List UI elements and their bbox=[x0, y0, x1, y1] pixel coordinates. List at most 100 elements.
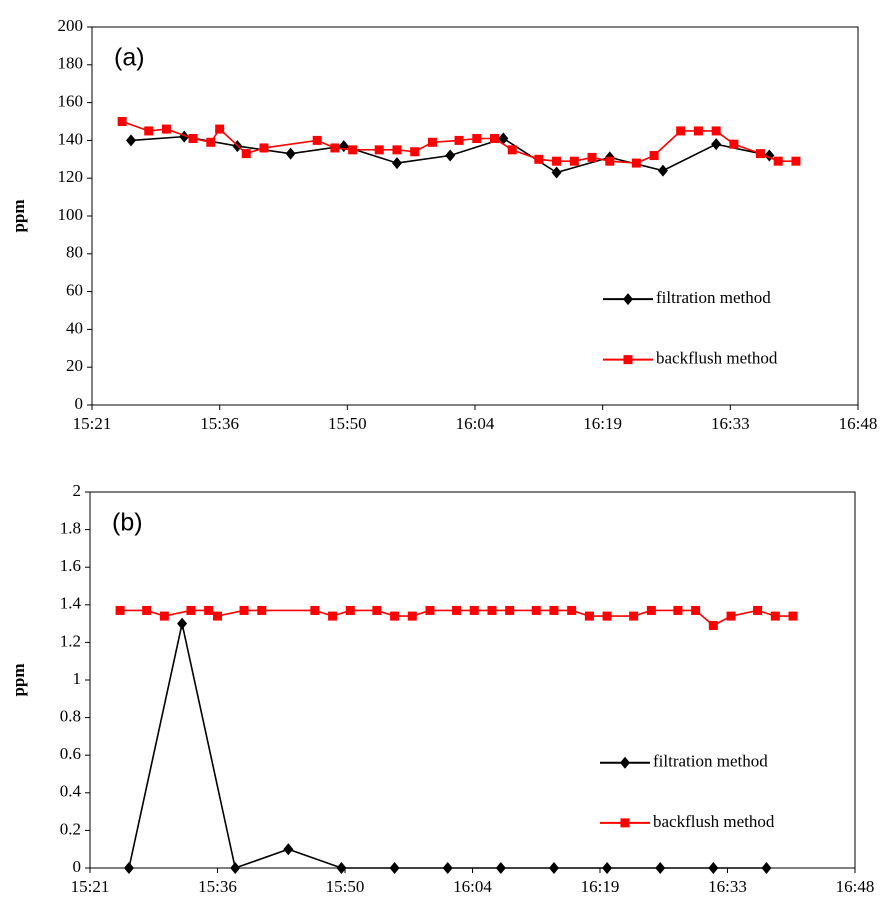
y-tick-label: 60 bbox=[66, 281, 83, 300]
marker bbox=[623, 293, 633, 306]
marker bbox=[469, 605, 479, 615]
y-tick-label: 180 bbox=[58, 54, 84, 73]
marker bbox=[115, 605, 125, 615]
y-tick-label: 200 bbox=[58, 16, 84, 35]
marker bbox=[531, 605, 541, 615]
marker bbox=[123, 862, 134, 874]
marker bbox=[259, 143, 269, 153]
marker bbox=[711, 126, 721, 136]
x-tick-label: 15:50 bbox=[328, 414, 367, 433]
marker bbox=[312, 135, 322, 145]
legend-label: backflush method bbox=[653, 812, 775, 831]
y-tick-label: 160 bbox=[58, 92, 84, 111]
marker bbox=[770, 611, 780, 621]
marker bbox=[646, 605, 656, 615]
marker bbox=[472, 134, 482, 144]
marker bbox=[605, 156, 615, 166]
marker bbox=[584, 611, 594, 621]
marker bbox=[257, 605, 267, 615]
marker bbox=[391, 157, 402, 170]
marker bbox=[788, 611, 798, 621]
marker bbox=[348, 145, 358, 155]
marker bbox=[620, 818, 630, 828]
marker bbox=[729, 139, 739, 149]
marker bbox=[159, 611, 169, 621]
marker bbox=[186, 605, 196, 615]
marker bbox=[390, 611, 400, 621]
marker bbox=[552, 156, 562, 166]
marker bbox=[345, 605, 355, 615]
annotation: (b) bbox=[112, 509, 143, 537]
y-tick-label: 20 bbox=[66, 356, 83, 375]
marker bbox=[623, 355, 633, 365]
marker bbox=[239, 605, 249, 615]
marker bbox=[498, 132, 509, 145]
legend-label: backflush method bbox=[656, 349, 778, 368]
annotation: (a) bbox=[114, 44, 145, 72]
marker bbox=[452, 605, 462, 615]
marker bbox=[374, 145, 384, 155]
marker bbox=[505, 605, 515, 615]
marker bbox=[726, 611, 736, 621]
marker bbox=[548, 862, 559, 874]
y-tick-label: 1.2 bbox=[60, 631, 81, 650]
marker bbox=[495, 862, 506, 874]
marker bbox=[213, 611, 222, 621]
marker bbox=[587, 152, 597, 162]
marker bbox=[655, 862, 666, 874]
marker bbox=[676, 126, 686, 136]
x-tick-label: 16:48 bbox=[836, 877, 875, 896]
marker bbox=[330, 143, 340, 153]
y-tick-label: 0 bbox=[73, 857, 82, 876]
marker bbox=[693, 126, 703, 136]
marker bbox=[657, 164, 668, 177]
marker bbox=[338, 140, 349, 153]
y-tick-label: 0.8 bbox=[60, 707, 81, 726]
marker bbox=[629, 611, 639, 621]
marker bbox=[425, 605, 435, 615]
marker bbox=[230, 862, 241, 874]
y-tick-label: 0.4 bbox=[60, 782, 82, 801]
marker bbox=[791, 156, 801, 166]
x-tick-label: 15:36 bbox=[200, 414, 239, 433]
x-tick-label: 15:21 bbox=[73, 414, 112, 433]
marker bbox=[649, 151, 659, 161]
marker bbox=[206, 137, 216, 147]
marker bbox=[708, 620, 718, 630]
marker bbox=[567, 605, 577, 615]
marker bbox=[392, 145, 402, 155]
x-tick-label: 16:48 bbox=[839, 414, 878, 433]
marker bbox=[708, 862, 719, 874]
marker bbox=[179, 130, 190, 143]
x-tick-label: 16:33 bbox=[711, 414, 750, 433]
marker bbox=[126, 134, 137, 147]
marker bbox=[551, 166, 562, 179]
x-tick-label: 16:19 bbox=[581, 877, 620, 896]
series-line bbox=[128, 623, 767, 870]
marker bbox=[410, 147, 420, 157]
marker bbox=[336, 862, 347, 874]
marker bbox=[389, 862, 400, 874]
x-tick-label: 16:33 bbox=[708, 877, 747, 896]
y-tick-label: 1 bbox=[73, 669, 82, 688]
marker bbox=[569, 156, 579, 166]
marker bbox=[773, 156, 783, 166]
marker bbox=[188, 134, 198, 144]
y-tick-label: 1.6 bbox=[60, 556, 81, 575]
marker bbox=[673, 605, 683, 615]
marker bbox=[142, 605, 152, 615]
y-tick-label: 2 bbox=[73, 481, 82, 500]
marker bbox=[549, 605, 559, 615]
marker bbox=[490, 134, 500, 144]
y-tick-label: 80 bbox=[66, 243, 83, 262]
y-tick-label: 40 bbox=[66, 318, 83, 337]
x-tick-label: 16:04 bbox=[456, 414, 495, 433]
y-tick-label: 0.6 bbox=[60, 744, 81, 763]
legend-label: filtration method bbox=[656, 288, 771, 307]
marker bbox=[427, 137, 437, 147]
marker bbox=[620, 756, 630, 769]
y-tick-label: 0.2 bbox=[60, 819, 81, 838]
marker bbox=[241, 149, 251, 159]
marker bbox=[177, 617, 188, 630]
